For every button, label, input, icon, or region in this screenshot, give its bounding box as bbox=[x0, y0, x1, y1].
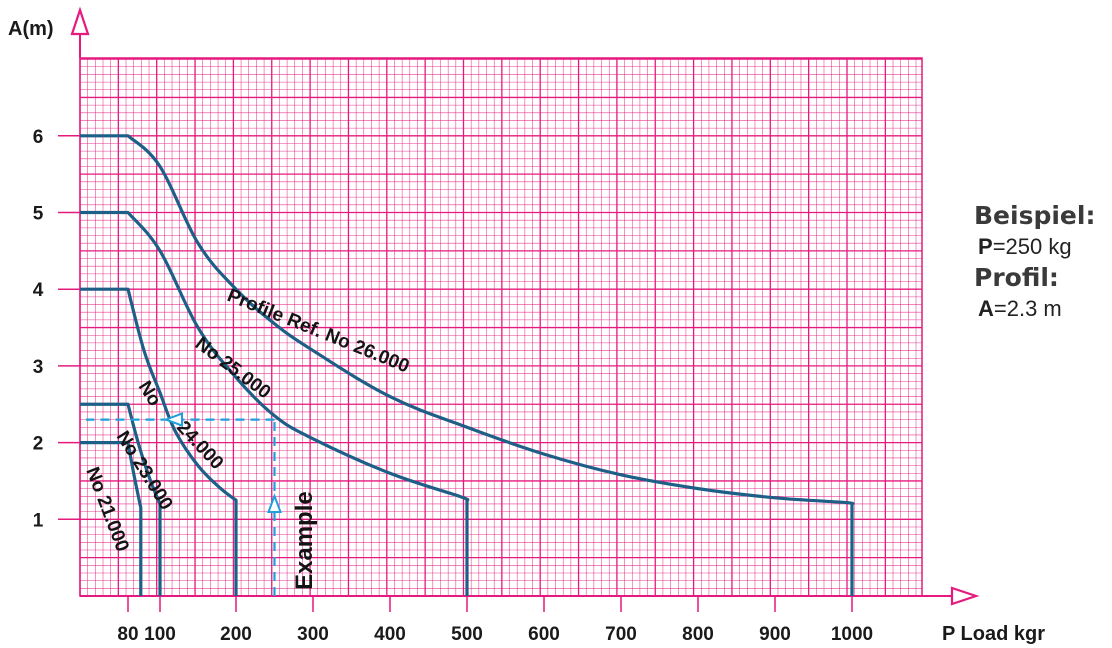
example-up-arrow-icon bbox=[267, 493, 282, 513]
curves bbox=[80, 134, 855, 596]
y-tick-label: 2 bbox=[33, 434, 44, 455]
x-tick-label: 80 bbox=[117, 624, 138, 645]
beispiel-box: Beispiel: P=250 kg Profil: A=2.3 m bbox=[974, 200, 1095, 324]
y-tick-label: 4 bbox=[33, 280, 44, 301]
beispiel-a-line: A=2.3 m bbox=[974, 293, 1095, 324]
series-line-3 bbox=[80, 402, 162, 596]
x-tick-label: 1000 bbox=[831, 624, 873, 645]
x-tick-label: 100 bbox=[144, 624, 176, 645]
x-tick-label: 500 bbox=[451, 624, 483, 645]
series-line-1 bbox=[80, 210, 470, 596]
y-tick-label: 1 bbox=[33, 510, 44, 531]
x-tick-label: 200 bbox=[220, 624, 252, 645]
beispiel-heading: Beispiel: bbox=[974, 201, 1096, 230]
series-line-2 bbox=[80, 287, 238, 596]
x-tick-label: 400 bbox=[374, 624, 406, 645]
p-value: =250 kg bbox=[992, 234, 1072, 259]
x-tick-label: 800 bbox=[682, 624, 714, 645]
y-tick-label: 6 bbox=[33, 127, 44, 148]
x-tick-label: 600 bbox=[528, 624, 560, 645]
profil-heading: Profil: bbox=[974, 263, 1059, 292]
series-line-4 bbox=[80, 441, 143, 596]
x-tick-label: 300 bbox=[297, 624, 329, 645]
y-tick-label: 3 bbox=[33, 357, 44, 378]
a-symbol: A bbox=[978, 296, 994, 321]
example-left-arrow-icon bbox=[163, 412, 183, 428]
x-tick-label: 700 bbox=[605, 624, 637, 645]
x-tick-label: 900 bbox=[759, 624, 791, 645]
y-axis-label: A(m) bbox=[8, 18, 54, 40]
y-axis-arrow-icon bbox=[70, 6, 90, 36]
example-label: Example bbox=[291, 491, 318, 590]
example-guide: Example bbox=[86, 412, 318, 596]
x-axis-label: P Load kgr bbox=[942, 623, 1045, 645]
series-line-0 bbox=[80, 134, 855, 596]
beispiel-p-line: P=250 kg bbox=[974, 231, 1095, 262]
axes bbox=[70, 6, 980, 606]
x-axis-arrow-icon bbox=[950, 586, 980, 606]
y-tick-label: 5 bbox=[33, 204, 44, 225]
p-symbol: P bbox=[978, 234, 993, 259]
a-value: =2.3 m bbox=[993, 296, 1062, 321]
tick-labels: 1 2 3 4 5 6 80 100 200 300 400 500 600 700 800 900 1000 A… bbox=[8, 18, 1045, 645]
